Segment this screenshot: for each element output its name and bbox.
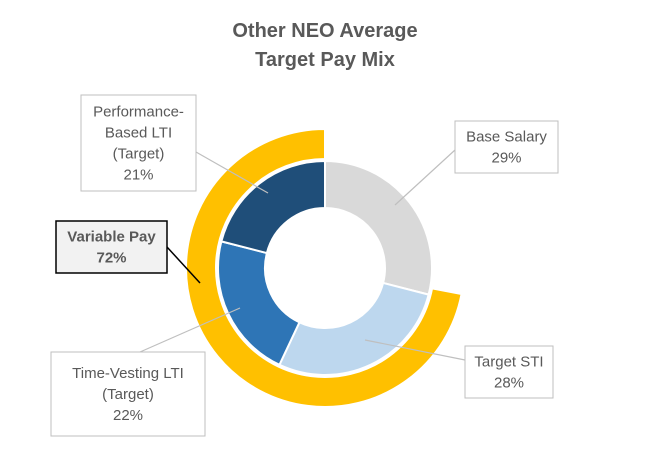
- chart-title-line-2: Target Pay Mix: [255, 49, 395, 71]
- label-line: 28%: [494, 375, 524, 392]
- label-box: [50, 351, 206, 437]
- label-line: Target STI: [474, 354, 543, 371]
- label-line: 22%: [113, 407, 143, 424]
- inner-slice-time-vesting-lti-target: [217, 240, 301, 367]
- inner-slice-target-sti: [278, 281, 430, 376]
- label-line: (Target): [113, 146, 165, 163]
- callout-time-vesting-lti: Time-Vesting LTI (Target) 22%: [50, 307, 241, 437]
- label-box: [80, 94, 197, 192]
- leader-line: [195, 151, 269, 194]
- inner-slice-performance-based-lti-target: [220, 159, 326, 255]
- label-line: Time-Vesting LTI: [72, 365, 184, 382]
- label-line: (Target): [102, 386, 154, 403]
- label-line: 21%: [123, 167, 153, 184]
- label-box: [55, 220, 168, 274]
- leader-line: [394, 149, 456, 206]
- label-line: Based LTI: [105, 125, 172, 142]
- label-line: Performance-: [93, 104, 184, 121]
- label-box: [454, 120, 559, 174]
- callout-base-salary: Base Salary 29%: [394, 120, 559, 206]
- leader-line: [139, 307, 241, 353]
- label-line: Variable Pay: [67, 229, 156, 246]
- label-line: 72%: [96, 250, 126, 267]
- inner-slice-base-salary: [324, 159, 433, 296]
- callout-performance: Performance- Based LTI (Target) 21%: [80, 94, 269, 194]
- callout-target-sti: Target STI 28%: [364, 339, 554, 399]
- outer-slice-variable-pay: [185, 127, 463, 408]
- callout-variable-pay: Variable Pay 72%: [55, 220, 201, 284]
- chart-title-line-1: Other NEO Average: [232, 20, 417, 42]
- data-labels: Base Salary 29% Target STI 28% Time-Vesting …: [50, 94, 559, 437]
- label-line: Base Salary: [466, 129, 547, 146]
- doughnut-rings: [185, 127, 465, 408]
- leader-line: [166, 246, 201, 284]
- label-line: 29%: [491, 150, 521, 167]
- label-box: [464, 345, 554, 399]
- leader-line: [364, 339, 466, 361]
